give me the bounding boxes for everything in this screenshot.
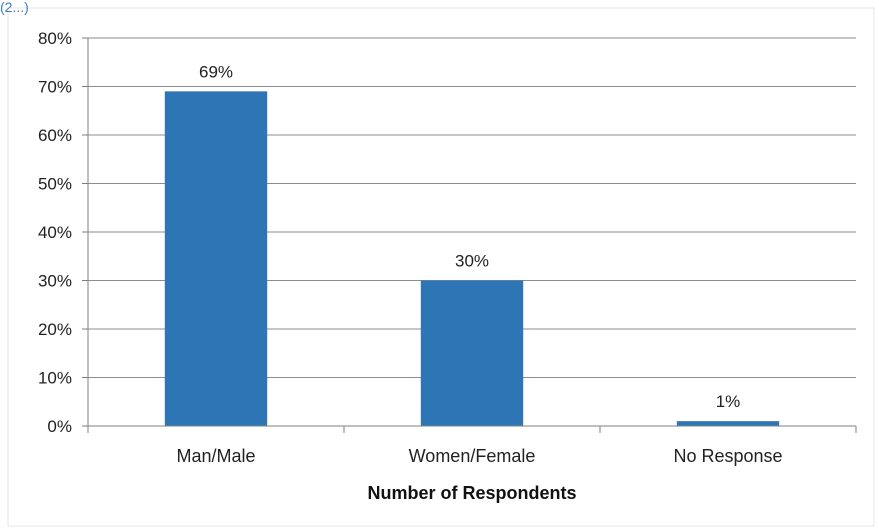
data-label: 30%	[455, 252, 489, 271]
y-tick-label: 30%	[38, 272, 72, 291]
y-tick-label: 80%	[38, 29, 72, 48]
x-axis-title: Number of Respondents	[367, 483, 576, 503]
y-tick-label: 10%	[38, 369, 72, 388]
y-tick-label: 20%	[38, 320, 72, 339]
header-fragment: (2...)	[0, 0, 29, 15]
category-label: Women/Female	[409, 446, 536, 466]
bars	[164, 91, 780, 426]
labels: 0% 10% 20% 30% 40% 50% 60% 70% 80% 69% Man/Male 30%…	[38, 29, 783, 466]
data-label: 1%	[716, 392, 741, 411]
bar	[164, 91, 268, 426]
data-label: 69%	[199, 62, 233, 81]
bar	[420, 280, 524, 426]
axes	[82, 37, 857, 433]
category-label: No Response	[673, 446, 782, 466]
bar	[676, 421, 780, 426]
y-tick-label: 70%	[38, 78, 72, 97]
category-label: Man/Male	[176, 446, 255, 466]
y-tick-label: 60%	[38, 126, 72, 145]
y-tick-label: 40%	[38, 223, 72, 242]
chart-border	[7, 7, 875, 527]
y-tick-label: 50%	[38, 175, 72, 194]
y-tick-label: 0%	[47, 417, 72, 436]
